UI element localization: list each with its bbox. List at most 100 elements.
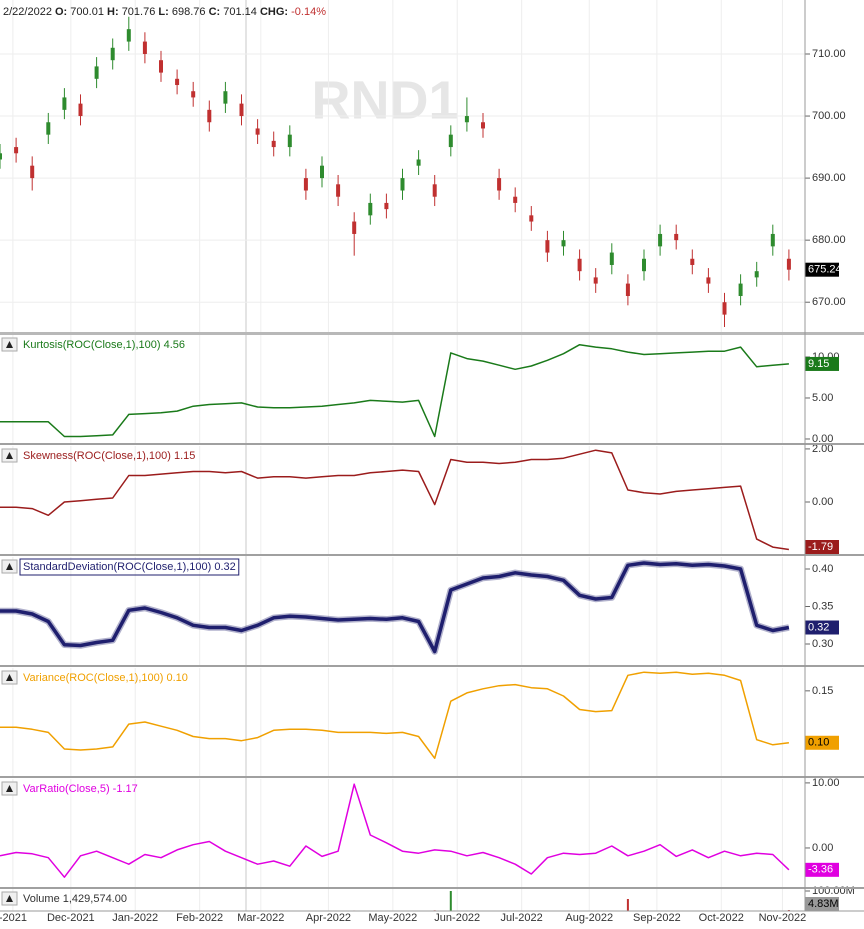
header-field-value: 700.01 <box>70 6 104 18</box>
last-value-label: -3.36 <box>808 864 833 876</box>
header-field-label: O: <box>55 6 67 18</box>
last-value-box <box>805 262 839 277</box>
y-tick-label: 680.00 <box>812 234 846 246</box>
header-field-label: C: <box>209 6 221 18</box>
panel-label: Volume 1,429,574.00 <box>23 893 127 905</box>
header-chg-label: CHG: <box>260 6 288 18</box>
candle-body <box>529 215 534 222</box>
candle-body <box>191 91 196 98</box>
candle-body <box>609 252 614 265</box>
x-tick-label: Oct-2022 <box>699 912 744 924</box>
collapse-icon <box>6 341 13 348</box>
y-tick-label: 690.00 <box>812 172 846 184</box>
last-value-box <box>805 897 839 911</box>
x-tick-label: Sep-2022 <box>633 912 681 924</box>
candle-body <box>561 240 566 247</box>
panel-label: VarRatio(Close,5) -1.17 <box>23 783 138 795</box>
candle-body <box>271 140 276 148</box>
watermark: RND1 <box>311 70 458 130</box>
candle-body <box>770 233 775 247</box>
candle-body <box>320 165 324 179</box>
volume-bar <box>449 891 452 911</box>
header-field-value: 698.76 <box>172 6 206 18</box>
line-series <box>0 343 789 438</box>
candle-body <box>432 184 437 197</box>
line-series <box>0 561 790 654</box>
candle-body <box>94 66 99 79</box>
candle-body <box>126 29 131 42</box>
last-value-label: 675.24 <box>808 264 842 276</box>
candle-body <box>513 196 518 203</box>
x-tick-label: Jun-2022 <box>434 912 480 924</box>
last-value-label: 0.10 <box>808 737 829 749</box>
candle-body <box>625 283 630 297</box>
candle-body <box>577 258 582 272</box>
x-tick-label: Mar-2022 <box>237 912 284 924</box>
candle-body <box>754 271 759 278</box>
candle-body <box>62 97 67 110</box>
y-tick-label: 670.00 <box>812 296 846 308</box>
candle-body <box>497 178 502 191</box>
candle-body <box>642 258 646 272</box>
y-tick-label: 710.00 <box>812 48 846 60</box>
candle-body <box>30 165 35 179</box>
candle-body <box>110 47 115 61</box>
x-tick-label: Jul-2022 <box>501 912 543 924</box>
candle-body <box>593 277 598 284</box>
candle-body <box>448 134 453 148</box>
candle-body <box>722 302 727 315</box>
candle-body <box>14 147 19 154</box>
y-tick-label: 0.35 <box>812 600 833 612</box>
candle-body <box>159 60 163 73</box>
last-value-box <box>805 735 839 750</box>
x-tick-label: -2021 <box>0 912 27 924</box>
candle-body <box>416 159 421 166</box>
y-tick-label: 10.00 <box>812 777 840 789</box>
panel-label: Kurtosis(ROC(Close,1),100) 4.56 <box>23 339 185 351</box>
y-tick-label: 0.00 <box>812 496 833 508</box>
candle-body <box>287 134 292 148</box>
candle-body <box>400 178 405 191</box>
candle-body <box>706 277 711 284</box>
collapse-icon <box>6 563 13 570</box>
header-field-label: L: <box>158 6 168 18</box>
collapse-icon <box>6 785 13 792</box>
candle-body <box>384 202 389 210</box>
x-tick-label: Dec-2021 <box>47 912 95 924</box>
collapse-icon <box>6 452 13 459</box>
y-tick-label: 5.00 <box>812 392 833 404</box>
candle-body <box>545 240 550 253</box>
panel-label: StandardDeviation(ROC(Close,1),100) 0.32 <box>23 561 236 573</box>
y-tick-label: 700.00 <box>812 110 846 122</box>
candle-body <box>690 258 695 265</box>
header-date: 2/22/2022 <box>3 6 52 18</box>
y-tick-label: 0.30 <box>812 638 833 650</box>
panel-label: Skewness(ROC(Close,1),100) 1.15 <box>23 450 195 462</box>
candle-body <box>223 91 228 104</box>
last-value-label: 0.32 <box>808 621 829 633</box>
line-series <box>0 783 790 878</box>
last-value-label: 9.15 <box>808 358 829 370</box>
candle-body <box>175 78 180 86</box>
y-tick-label: 0.40 <box>812 563 833 575</box>
header-field-value: 701.14 <box>223 6 257 18</box>
collapse-icon <box>6 895 13 902</box>
last-value-box <box>805 540 839 554</box>
header-field-label: H: <box>107 6 119 18</box>
last-value-box <box>805 862 839 877</box>
candle-body <box>352 221 357 234</box>
volume-bar <box>626 899 629 911</box>
y-tick-label: 0.00 <box>812 433 833 445</box>
y-tick-label: 0.00 <box>812 842 833 854</box>
panel-separator <box>0 332 864 335</box>
panel-label-box <box>19 558 240 576</box>
header-chg-value: -0.14% <box>291 6 326 18</box>
candle-body <box>674 233 679 241</box>
candle-body <box>255 128 260 135</box>
line-series <box>0 671 789 760</box>
x-tick-label: Aug-2022 <box>565 912 613 924</box>
candle-body <box>303 178 308 191</box>
last-value-box <box>805 620 839 635</box>
candle-body <box>207 109 212 123</box>
